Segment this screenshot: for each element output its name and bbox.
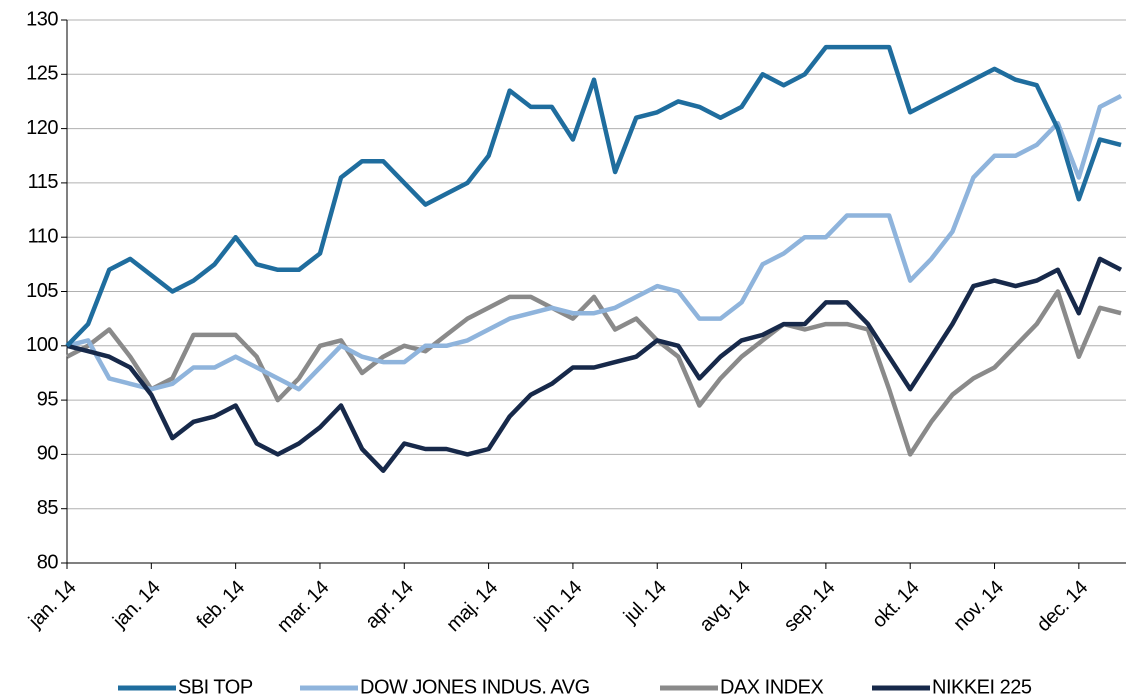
- y-tick-label: 125: [26, 63, 58, 85]
- y-tick-label: 85: [37, 497, 59, 519]
- y-tick-label: 80: [37, 551, 59, 573]
- y-tick-label: 95: [37, 388, 59, 410]
- x-tick-label: maj. 14: [442, 576, 502, 636]
- x-tick-label: jan. 14: [24, 576, 81, 633]
- y-tick-label: 120: [26, 117, 58, 139]
- x-tick-label: apr. 14: [361, 576, 418, 633]
- y-tick-label: 100: [26, 334, 58, 356]
- legend-label: SBI TOP: [178, 676, 253, 698]
- x-tick-label: mar. 14: [273, 576, 334, 637]
- y-tick-label: 105: [26, 280, 58, 302]
- y-tick-label: 115: [28, 171, 59, 193]
- y-tick-label: 90: [37, 443, 59, 465]
- x-tick-label: nov. 14: [949, 576, 1008, 635]
- x-tick-label: dec. 14: [1033, 576, 1093, 636]
- x-tick-label: jul. 14: [619, 576, 671, 628]
- x-tick-label: avg. 14: [695, 576, 755, 636]
- series-line: [66, 256, 1123, 473]
- legend-label: NIKKEI 225: [932, 676, 1032, 698]
- series-line: [66, 94, 1123, 392]
- legend-label: DAX INDEX: [720, 676, 823, 698]
- x-tick-label: feb. 14: [193, 576, 250, 633]
- series-line: [65, 289, 1122, 457]
- x-tick-label: sep. 14: [780, 576, 840, 636]
- x-tick-label: jun. 14: [530, 576, 587, 633]
- y-tick-label: 110: [28, 225, 59, 247]
- series-line: [65, 44, 1122, 348]
- x-tick-label: okt. 14: [868, 576, 924, 632]
- legend-label: DOW JONES INDUS. AVG: [360, 676, 590, 698]
- y-tick-label: 130: [26, 8, 58, 30]
- x-tick-label: jan. 14: [108, 576, 165, 633]
